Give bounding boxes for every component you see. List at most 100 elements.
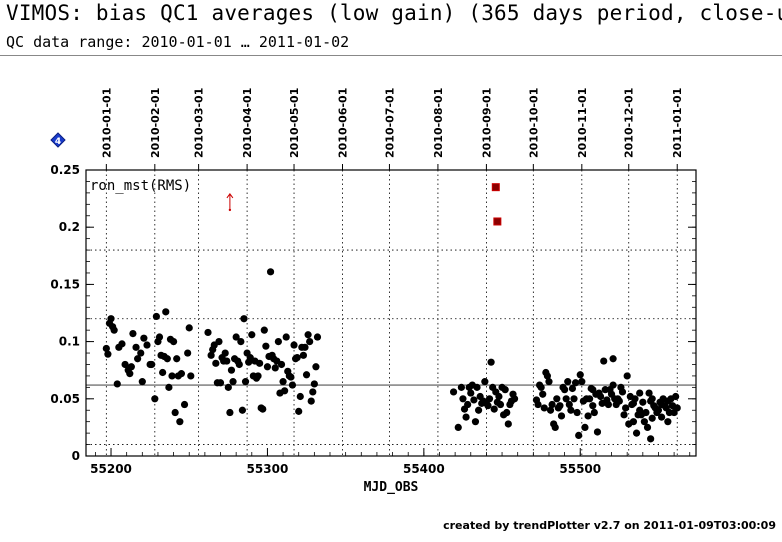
data-point: [229, 378, 237, 386]
data-point: [168, 372, 176, 380]
data-point: [235, 360, 243, 369]
data-point: [664, 418, 672, 426]
data-point: [290, 341, 298, 349]
data-point: [104, 350, 112, 358]
data-point: [648, 414, 656, 422]
data-point: [503, 408, 511, 417]
data-point: [207, 351, 215, 359]
x-tick-label: 55300: [247, 462, 289, 476]
data-point: [121, 360, 129, 369]
data-point: [504, 420, 512, 428]
data-point: [546, 406, 555, 414]
data-point: [263, 363, 272, 371]
data-point: [464, 400, 472, 409]
x-tick-label: 55400: [403, 462, 445, 476]
data-point: [299, 351, 308, 359]
data-point: [600, 357, 608, 365]
data-point: [545, 378, 553, 386]
data-point: [589, 386, 597, 394]
data-point: [176, 418, 184, 426]
data-point: [148, 360, 156, 369]
grid: [86, 170, 696, 456]
data-point: [113, 380, 121, 388]
data-point: [312, 363, 320, 371]
data-point: [102, 344, 110, 353]
data-point: [134, 355, 142, 363]
data-point: [227, 366, 236, 374]
data-point: [159, 368, 167, 377]
data-point: [262, 342, 270, 350]
date-tick-label: 2010-03-01: [193, 88, 206, 158]
data-point: [256, 359, 264, 367]
data-point: [581, 423, 589, 431]
data-point: [537, 383, 545, 391]
data-point: [127, 363, 135, 371]
data-point: [620, 411, 628, 419]
data-point: [143, 341, 151, 349]
data-point: [163, 355, 171, 363]
data-point: [293, 354, 301, 362]
data-point: [307, 397, 315, 405]
data-point: [107, 315, 115, 323]
data-point: [584, 412, 592, 420]
data-point: [288, 381, 297, 389]
data-point: [642, 408, 650, 417]
data-point: [654, 406, 663, 414]
data-point: [561, 386, 569, 394]
data-point: [221, 349, 229, 357]
y-tick-label: 0: [72, 449, 80, 463]
data-point: [618, 388, 627, 396]
badge: 4: [50, 132, 66, 148]
data-point: [590, 408, 598, 417]
data-point: [596, 392, 605, 401]
data-point: [449, 388, 458, 396]
data-point: [454, 423, 462, 431]
date-tick-label: 2011-01-01: [671, 88, 684, 158]
date-tick-label: 2010-02-01: [149, 88, 162, 158]
x-axis-title: MJD_OBS: [364, 480, 419, 495]
data-point: [615, 397, 623, 405]
data-point: [137, 349, 145, 357]
data-point: [471, 418, 480, 426]
data-point: [306, 338, 314, 346]
date-tick-label: 2010-09-01: [480, 88, 493, 158]
data-point: [586, 395, 594, 403]
data-point: [169, 338, 178, 346]
data-point: [470, 396, 478, 404]
x-tick-label: 55200: [90, 462, 132, 476]
data-range-subtitle: QC data range: 2010-01-01 … 2011-01-02: [6, 33, 350, 51]
data-point: [129, 329, 137, 338]
data-point: [126, 370, 134, 378]
y-tick-label: 0.05: [50, 392, 80, 406]
date-tick-label: 2010-07-01: [383, 88, 396, 158]
date-tick-label: 2010-08-01: [432, 88, 445, 158]
data-point: [543, 372, 552, 380]
date-axis: 2010-01-01 2010-02-01 2010-03-01 2010-04-01…: [100, 88, 684, 170]
data-point: [562, 395, 570, 403]
data-point: [553, 395, 561, 403]
data-point: [204, 328, 212, 337]
diamond-icon: [50, 132, 66, 148]
data-point: [232, 333, 240, 341]
data-point: [571, 379, 580, 387]
data-point: [281, 387, 289, 395]
data-point: [593, 428, 602, 436]
data-point: [237, 338, 245, 346]
date-tick-label: 2010-10-01: [527, 88, 540, 158]
data-point: [226, 408, 234, 417]
data-point: [645, 389, 653, 397]
data-point: [457, 383, 465, 391]
x-tick-label: 55500: [559, 462, 601, 476]
data-point: [556, 402, 564, 410]
data-point: [551, 423, 559, 431]
data-point: [589, 402, 597, 410]
data-point: [609, 355, 617, 363]
data-point: [495, 392, 503, 401]
data-point: [672, 392, 680, 401]
data-point: [673, 404, 681, 412]
data-point: [155, 333, 164, 341]
data-point: [171, 408, 179, 417]
data-point: [643, 423, 652, 431]
data-point: [212, 359, 220, 367]
data-point: [640, 418, 648, 426]
